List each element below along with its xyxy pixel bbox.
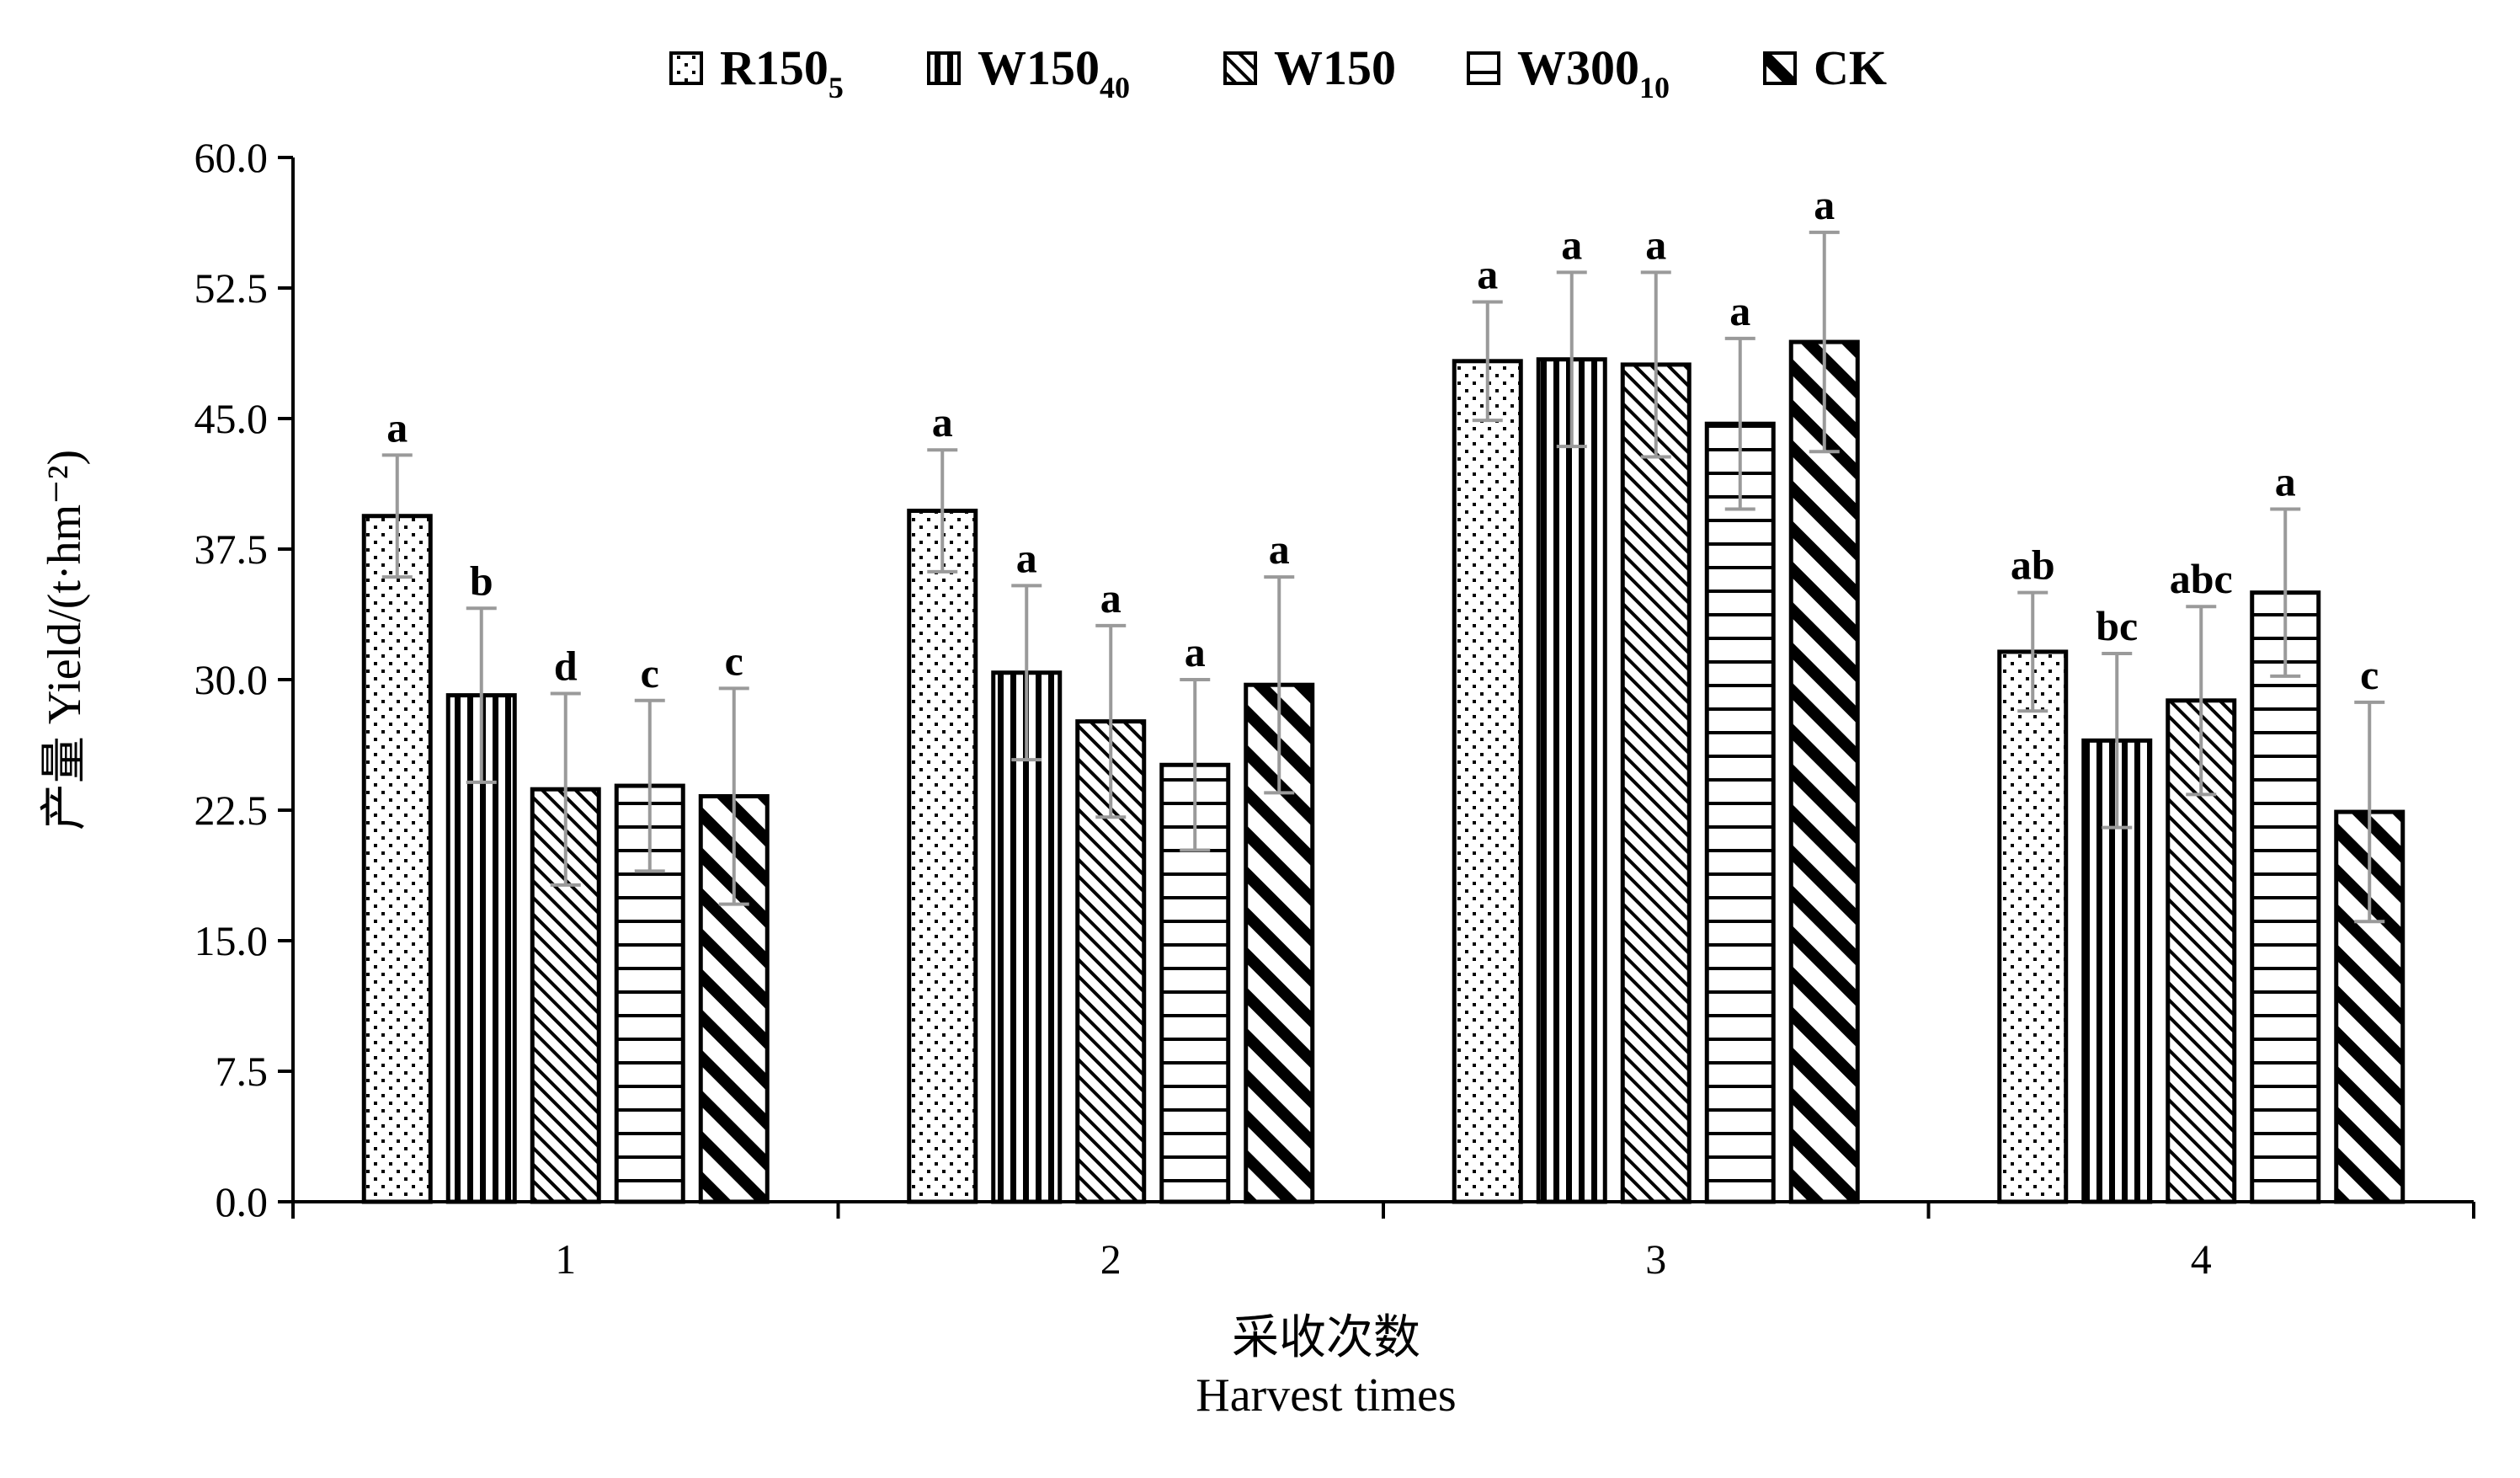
bar-4-group-4 <box>2250 590 2321 1204</box>
significance-label: a <box>1185 628 1206 675</box>
legend-label: CK <box>1814 40 1887 95</box>
x-axis-title-en: Harvest times <box>1196 1369 1456 1422</box>
bar-5-group-3 <box>1788 339 1860 1204</box>
legend-item: W150 <box>1223 40 1396 95</box>
y-tick-label: 7.5 <box>216 1048 269 1095</box>
significance-label: a <box>1645 221 1666 268</box>
significance-label: a <box>2275 457 2296 504</box>
significance-label: a <box>1561 221 1582 268</box>
significance-label: a <box>1016 534 1037 581</box>
legend-swatch <box>927 51 961 85</box>
x-tick-label: 3 <box>1645 1235 1666 1283</box>
significance-label: d <box>554 643 578 690</box>
significance-label: abc <box>2170 555 2233 602</box>
legend-item: W30010 <box>1467 40 1670 104</box>
y-tick-label: 52.5 <box>194 264 269 312</box>
legend-label: W150 <box>1274 40 1396 95</box>
bar-1-group-4 <box>1997 649 2069 1204</box>
bar-1-group-3 <box>1452 359 1523 1204</box>
significance-label: b <box>470 557 493 604</box>
significance-label: a <box>1100 574 1121 622</box>
bar-1-group-1 <box>361 514 433 1204</box>
y-tick-label: 45.0 <box>194 395 269 442</box>
significance-label: a <box>932 398 953 446</box>
axes: 0.0 7.5 15.0 22.5 30.0 37.5 45.0 52.5 60.0 1 2 3 4 <box>194 134 2475 1283</box>
legend-swatch <box>1223 51 1257 85</box>
legend-item: W15040 <box>927 40 1130 104</box>
significance-label: a <box>1729 287 1750 334</box>
y-axis-title: 产量 Yield/(t·hm⁻²) <box>39 450 91 830</box>
legend-swatch <box>1467 51 1500 85</box>
significance-label: ab <box>2011 542 2055 589</box>
x-tick-label: 4 <box>2191 1235 2212 1283</box>
significance-label: c <box>2360 651 2379 698</box>
significance-label: c <box>725 637 743 684</box>
bar-1-group-2 <box>907 509 978 1204</box>
y-tick-label: 37.5 <box>194 526 269 573</box>
x-axis-title-cn: 采收次数 <box>1232 1312 1420 1364</box>
x-tick-label: 1 <box>555 1235 576 1283</box>
legend-item: R1505 <box>669 40 844 104</box>
y-tick-label: 15.0 <box>194 917 269 964</box>
significance-label: c <box>641 649 659 696</box>
legend-swatch <box>1763 51 1797 85</box>
bar-4-group-3 <box>1704 421 1776 1204</box>
significance-label: a <box>1477 251 1498 298</box>
legend-swatch <box>669 51 703 85</box>
significance-label: a <box>1269 526 1290 573</box>
bar-2-group-3 <box>1536 357 1607 1204</box>
legend-item: CK <box>1763 40 1887 95</box>
legend-label: W15040 <box>978 40 1130 104</box>
legend-label: R1505 <box>720 40 844 104</box>
significance-label: bc <box>2096 602 2138 649</box>
y-tick-label: 60.0 <box>194 134 269 181</box>
legend-label: W30010 <box>1517 40 1670 104</box>
significance-label: a <box>1814 181 1835 228</box>
significance-label: a <box>386 403 408 451</box>
x-tick-label: 2 <box>1100 1235 1121 1283</box>
y-tick-label: 30.0 <box>194 656 269 703</box>
bar-3-group-3 <box>1620 362 1692 1204</box>
bar-4-group-2 <box>1159 762 1231 1204</box>
y-tick-label: 0.0 <box>216 1178 269 1225</box>
legend: R1505 W15040 W150 W30010 CK <box>669 40 1887 104</box>
y-tick-label: 22.5 <box>194 787 269 834</box>
